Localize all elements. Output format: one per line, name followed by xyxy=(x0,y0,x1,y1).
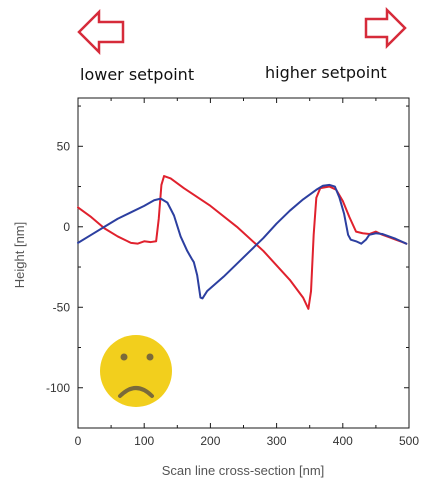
x-tick-label: 300 xyxy=(267,434,287,448)
lower-setpoint-label: lower setpoint xyxy=(80,65,194,84)
right-eye xyxy=(146,353,154,361)
series-line-1 xyxy=(77,183,408,300)
x-axis-title: Scan line cross-section [nm] xyxy=(162,463,325,478)
y-tick-label: -100 xyxy=(46,381,70,395)
x-tick-label: 400 xyxy=(333,434,353,448)
setpoint-annotations: lower setpoint higher setpoint xyxy=(77,6,407,84)
sad-face-icon xyxy=(100,335,172,407)
y-axis-title: Height [nm] xyxy=(12,222,27,288)
right-arrow-icon xyxy=(364,6,407,50)
frown-mouth xyxy=(118,386,154,398)
y-tick-label: 0 xyxy=(63,220,70,234)
x-tick-label: 200 xyxy=(200,434,220,448)
higher-setpoint-label: higher setpoint xyxy=(265,63,387,82)
x-tick-label: 100 xyxy=(134,434,154,448)
x-tick-label: 0 xyxy=(75,434,82,448)
x-tick-label: 500 xyxy=(399,434,419,448)
face-circle xyxy=(100,335,172,407)
data-series xyxy=(77,175,408,310)
y-tick-label: 50 xyxy=(57,139,71,153)
y-tick-label: -50 xyxy=(53,300,71,314)
left-eye xyxy=(120,353,128,361)
left-arrow-icon xyxy=(77,8,125,56)
